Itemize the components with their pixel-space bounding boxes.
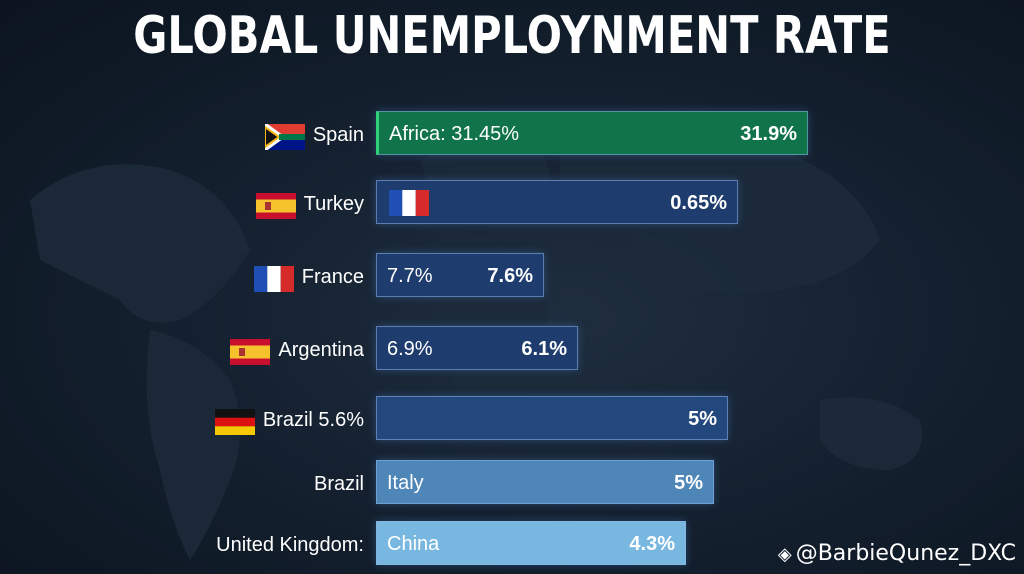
row-label: United Kingdom: bbox=[216, 534, 364, 556]
france-flag-icon bbox=[389, 190, 429, 216]
bar-inner-label: 7.7% bbox=[387, 265, 433, 287]
bar-row: Argentina 6.9% 6.1% bbox=[0, 326, 1024, 374]
bar: 0.65% bbox=[376, 180, 738, 224]
bar-row: Brazil Italy 5% bbox=[0, 460, 1024, 508]
data-label: 5% bbox=[674, 472, 703, 494]
chart-title: GLOBAL UNEMPLOYNMENT RATE bbox=[133, 6, 891, 66]
bar: 5% bbox=[376, 396, 728, 440]
data-label: 4.3% bbox=[629, 533, 675, 555]
watermark: ◈ @BarbieQunez_DXC bbox=[778, 541, 1016, 566]
bar-row: Brazil 5.6% 5% bbox=[0, 396, 1024, 444]
data-label: 31.9% bbox=[740, 123, 797, 145]
bar-row: Turkey 0.65% bbox=[0, 180, 1024, 228]
row-label: Spain bbox=[312, 124, 364, 146]
binance-logo-icon: ◈ bbox=[777, 544, 792, 565]
spain-flag-icon bbox=[230, 339, 271, 365]
row-label: Brazil 5.6% bbox=[262, 409, 364, 431]
germany-flag-icon bbox=[214, 409, 255, 435]
watermark-text: @BarbieQunez_DXC bbox=[795, 541, 1016, 566]
bar: 6.9% 6.1% bbox=[376, 326, 578, 370]
bar: 7.7% 7.6% bbox=[376, 253, 544, 297]
data-label: 0.65% bbox=[670, 192, 727, 214]
bar: Italy 5% bbox=[376, 460, 714, 504]
bar: China 4.3% bbox=[376, 521, 686, 565]
bar-row: Spain Africa: 31.45% 31.9% bbox=[0, 111, 1024, 159]
france-flag-icon bbox=[253, 266, 294, 292]
bar-inner-label: 6.9% bbox=[387, 338, 433, 360]
data-label: 5% bbox=[688, 408, 717, 430]
bar-inner-label: Africa: 31.45% bbox=[389, 123, 520, 145]
row-label: Brazil bbox=[313, 473, 364, 495]
row-label: Argentina bbox=[278, 339, 364, 361]
bar-row: United Kingdom: China 4.3% bbox=[0, 521, 1024, 569]
data-label: 7.6% bbox=[487, 265, 533, 287]
bar: Africa: 31.45% 31.9% bbox=[376, 111, 808, 155]
spain-flag-icon bbox=[255, 193, 296, 219]
row-label: France bbox=[301, 266, 364, 288]
row-label: Turkey bbox=[303, 193, 364, 215]
bar-row: France 7.7% 7.6% bbox=[0, 253, 1024, 301]
bar-inner-label: China bbox=[387, 533, 440, 555]
south-africa-flag-icon bbox=[263, 121, 305, 153]
data-label: 6.1% bbox=[521, 338, 567, 360]
bar-inner-label: Italy bbox=[387, 472, 424, 494]
